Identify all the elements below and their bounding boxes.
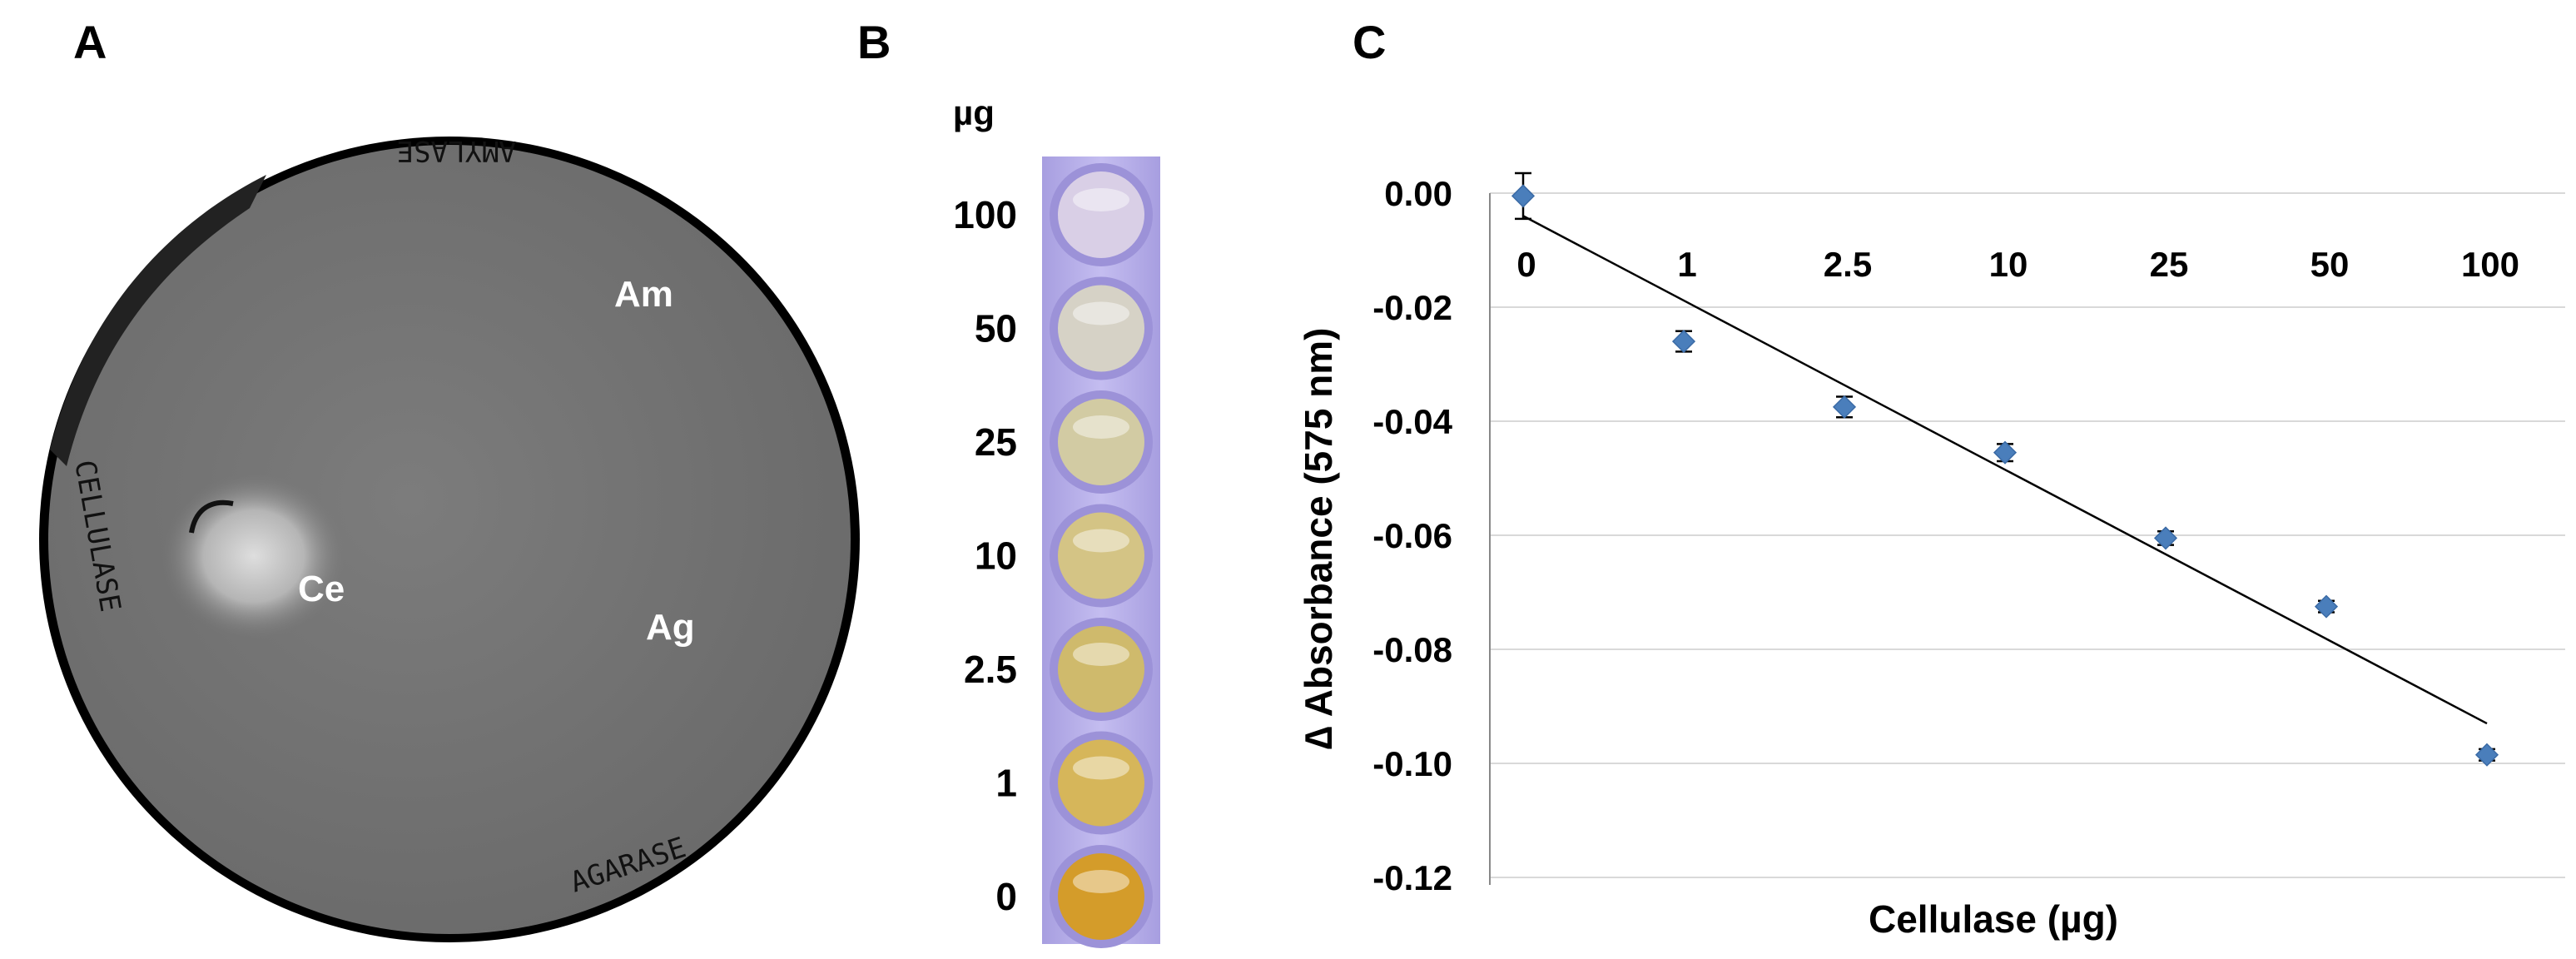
data-point-3 [1993,440,2018,465]
spot-label-ce: Ce [298,569,345,609]
data-point-1 [1671,330,1696,354]
panel-b-label: B [857,16,891,68]
data-point-2 [1832,395,1857,419]
amylase-written-label: AMYLASE [397,134,516,167]
well-0 [1058,171,1144,258]
x-tick-5: 50 [2310,245,2350,284]
well-highlight-2 [1073,415,1129,439]
x-tick-3: 10 [1989,245,2028,284]
data-point-0 [1511,184,1536,208]
x-tick-2: 2.5 [1824,245,1872,284]
dose-unit-label: µg [953,93,995,132]
dose-label-4: 2.5 [964,648,1017,691]
y-tick-0: 0.00 [1384,174,1452,213]
well-highlight-3 [1073,529,1129,553]
y-tick-2: -0.04 [1372,402,1452,441]
x-tick-labels: 0 1 2.5 10 25 50 100 [1516,245,2519,284]
well-highlight-6 [1073,870,1129,893]
dose-label-1: 50 [975,307,1017,350]
dose-label-6: 0 [995,875,1017,918]
panel-c: C 0.00 -0.02 -0.04 -0.06 -0.08 -0.10 -0.12 0 1 2… [1297,16,2565,941]
well-column [1050,163,1153,948]
dose-label-0: 100 [953,193,1017,236]
x-tick-4: 25 [2150,245,2189,284]
dose-label-3: 10 [975,534,1017,578]
well-5 [1058,739,1144,827]
well-2 [1058,399,1144,485]
well-6 [1058,853,1144,940]
absorbance-chart: 0.00 -0.02 -0.04 -0.06 -0.08 -0.10 -0.12 0 1 2.5… [1297,171,2565,941]
y-tick-5: -0.10 [1372,744,1452,783]
y-tick-6: -0.12 [1372,858,1452,897]
chart-gridlines [1490,192,2565,878]
y-tick-labels: 0.00 -0.02 -0.04 -0.06 -0.08 -0.10 -0.12 [1372,174,1452,897]
x-axis-title: Cellulase (µg) [1869,897,2118,941]
panel-a: A AMYLASE CELLULASE AGARASE Am Ce Ag [39,16,860,942]
panel-a-label: A [73,16,107,68]
y-tick-3: -0.06 [1372,516,1452,555]
x-tick-1: 1 [1677,245,1696,284]
y-tick-4: -0.08 [1372,630,1452,669]
data-point-6 [2474,743,2499,767]
dose-label-5: 1 [995,762,1017,805]
plate-dark-edge [50,175,266,466]
spot-label-ag: Ag [646,607,695,648]
trendline [1522,215,2488,725]
spot-edge-mark [189,499,234,534]
y-axis-title: ∆ Absorbance (575 nm) [1297,327,1340,749]
cellulase-clear-zone [162,473,345,639]
x-tick-6: 100 [2461,245,2519,284]
well-highlight-5 [1073,756,1129,780]
y-tick-1: -0.02 [1372,288,1452,327]
petri-dish-agar [48,145,851,934]
data-point-4 [2153,526,2178,550]
well-3 [1058,512,1144,599]
dose-label-2: 25 [975,420,1017,464]
trendline-line [1522,215,2488,725]
panel-c-label: C [1353,16,1386,68]
well-highlight-1 [1073,301,1129,325]
data-points [1511,184,2499,767]
well-highlight-4 [1073,643,1129,666]
well-1 [1058,285,1144,372]
data-point-5 [2314,594,2339,619]
well-4 [1058,626,1144,713]
x-tick-0: 0 [1516,245,1536,284]
spot-label-am: Am [614,274,673,315]
well-highlight-0 [1073,188,1129,211]
